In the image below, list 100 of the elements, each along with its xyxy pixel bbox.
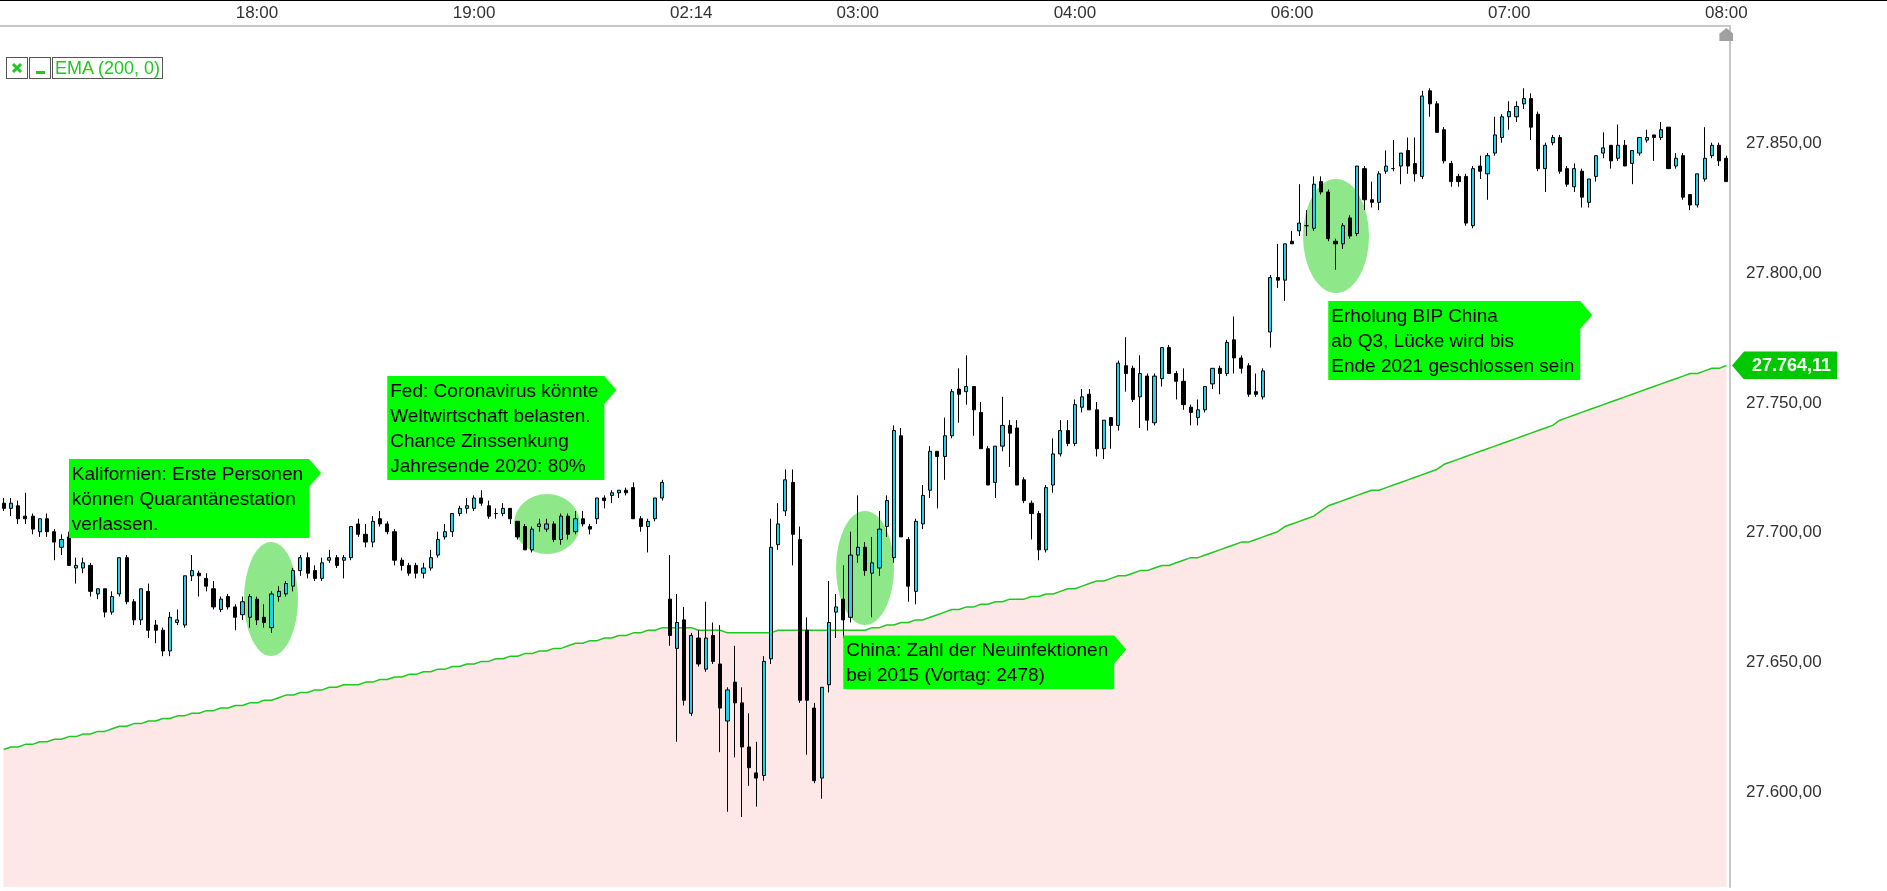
candlestick — [487, 500, 491, 520]
candlestick — [812, 702, 816, 784]
candlestick — [624, 487, 628, 496]
candlestick — [783, 468, 787, 517]
y-tick-label: 27.800,00 — [1746, 262, 1822, 282]
candlestick — [327, 549, 331, 564]
candlestick — [1051, 437, 1055, 494]
candlestick — [1370, 181, 1374, 209]
candlestick — [458, 505, 462, 517]
candlestick — [31, 513, 35, 535]
candlestick — [277, 585, 281, 603]
candlestick — [1688, 194, 1692, 211]
candlestick — [168, 611, 172, 657]
candlestick — [110, 590, 114, 616]
candlestick — [740, 686, 744, 818]
candlestick — [117, 557, 121, 598]
candlestick — [335, 554, 339, 569]
candlestick — [1623, 139, 1627, 167]
candlestick — [1087, 388, 1091, 411]
candlestick — [1514, 100, 1519, 123]
candlestick — [356, 518, 360, 538]
candlestick — [675, 593, 679, 743]
candlestick — [1225, 339, 1229, 377]
candlestick — [993, 445, 997, 499]
candlestick — [559, 513, 563, 546]
candlestick — [1015, 419, 1019, 486]
candlestick — [421, 562, 426, 579]
candlestick — [964, 354, 968, 406]
x-tick-label: 03:00 — [836, 3, 880, 22]
candlestick — [1218, 365, 1222, 395]
candlestick — [103, 588, 107, 618]
candlestick — [1551, 134, 1555, 146]
candlestick — [1464, 173, 1468, 227]
candlestick — [1399, 152, 1403, 185]
candlestick — [899, 427, 903, 538]
candlestick — [870, 536, 874, 618]
candlestick — [52, 528, 56, 561]
candlestick — [226, 593, 230, 611]
candlestick — [1276, 243, 1280, 289]
candlestick — [1355, 165, 1359, 237]
candlestick — [363, 523, 368, 548]
candlestick — [1529, 92, 1533, 141]
candlestick — [1283, 243, 1287, 302]
candlestick — [1066, 419, 1070, 447]
candlestick — [711, 621, 715, 665]
candlestick — [74, 557, 78, 585]
candlestick — [125, 554, 129, 605]
x-tick-label: 06:00 — [1270, 3, 1314, 22]
candlestick — [617, 489, 621, 499]
candlestick — [1391, 139, 1395, 172]
candlestick — [211, 580, 216, 611]
candlestick — [646, 518, 650, 553]
candlestick — [566, 513, 570, 540]
candlestick — [175, 609, 179, 626]
candlestick — [1167, 344, 1171, 375]
y-tick-label: 27.600,00 — [1746, 781, 1822, 801]
candlestick — [682, 606, 686, 706]
candlestick — [1406, 137, 1410, 175]
candlestick — [588, 523, 592, 535]
candlestick — [747, 712, 751, 787]
text: 27.764,11 — [1732, 351, 1838, 380]
annotation: Erholung BIP China ab Q3, Lücke wird bis Ende 2021 geschlossen sein — [1328, 300, 1593, 380]
candlestick — [848, 531, 853, 623]
candlestick — [16, 500, 20, 525]
candlestick — [385, 520, 389, 535]
candlestick — [96, 588, 100, 600]
candlestick — [725, 686, 730, 813]
candlestick — [1196, 398, 1200, 426]
candlestick — [1073, 398, 1077, 447]
candlestick — [1239, 354, 1243, 375]
candlestick — [704, 601, 708, 673]
candlestick — [515, 520, 520, 540]
candlestick — [943, 417, 947, 481]
annotation: Fed: Coronavirus könnte Weltwirtschaft belasten. Chance Zinssenkung Jahresende 2020: 80% — [387, 376, 617, 481]
candlestick — [1058, 419, 1062, 457]
candlestick — [298, 554, 302, 577]
candlestick — [342, 554, 346, 579]
candlestick — [284, 580, 288, 598]
candlestick — [1181, 367, 1186, 411]
candlestick — [986, 445, 990, 486]
candlestick — [1428, 87, 1432, 118]
candlestick — [979, 401, 983, 450]
candlestick — [1000, 396, 1005, 452]
x-tick-label: 18:00 — [235, 3, 279, 22]
candlestick — [1471, 165, 1475, 229]
candlestick — [291, 567, 295, 592]
candlestick — [9, 497, 13, 517]
candlestick — [59, 533, 64, 556]
candlestick — [1703, 126, 1707, 183]
candlestick — [928, 445, 932, 499]
candlestick — [1442, 126, 1446, 164]
candlestick — [972, 385, 976, 437]
candlestick — [240, 596, 245, 621]
candlestick — [834, 593, 838, 639]
candlestick — [443, 523, 447, 540]
candlestick — [892, 424, 896, 564]
candlestick — [132, 598, 136, 626]
candlestick — [190, 554, 194, 582]
candlestick — [1203, 385, 1207, 413]
candlestick — [1232, 315, 1236, 375]
